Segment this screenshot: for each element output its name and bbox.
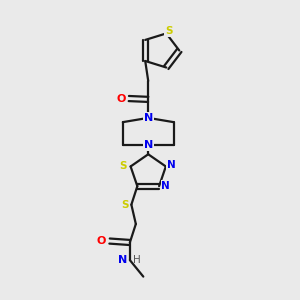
Text: N: N — [167, 160, 176, 170]
Text: S: S — [119, 161, 127, 172]
Text: N: N — [118, 255, 128, 265]
Text: N: N — [161, 181, 170, 191]
Text: S: S — [165, 26, 172, 36]
Text: O: O — [97, 236, 106, 246]
Text: N: N — [144, 140, 153, 150]
Text: O: O — [116, 94, 126, 103]
Text: H: H — [133, 255, 141, 265]
Text: N: N — [144, 113, 153, 123]
Text: S: S — [122, 200, 129, 210]
